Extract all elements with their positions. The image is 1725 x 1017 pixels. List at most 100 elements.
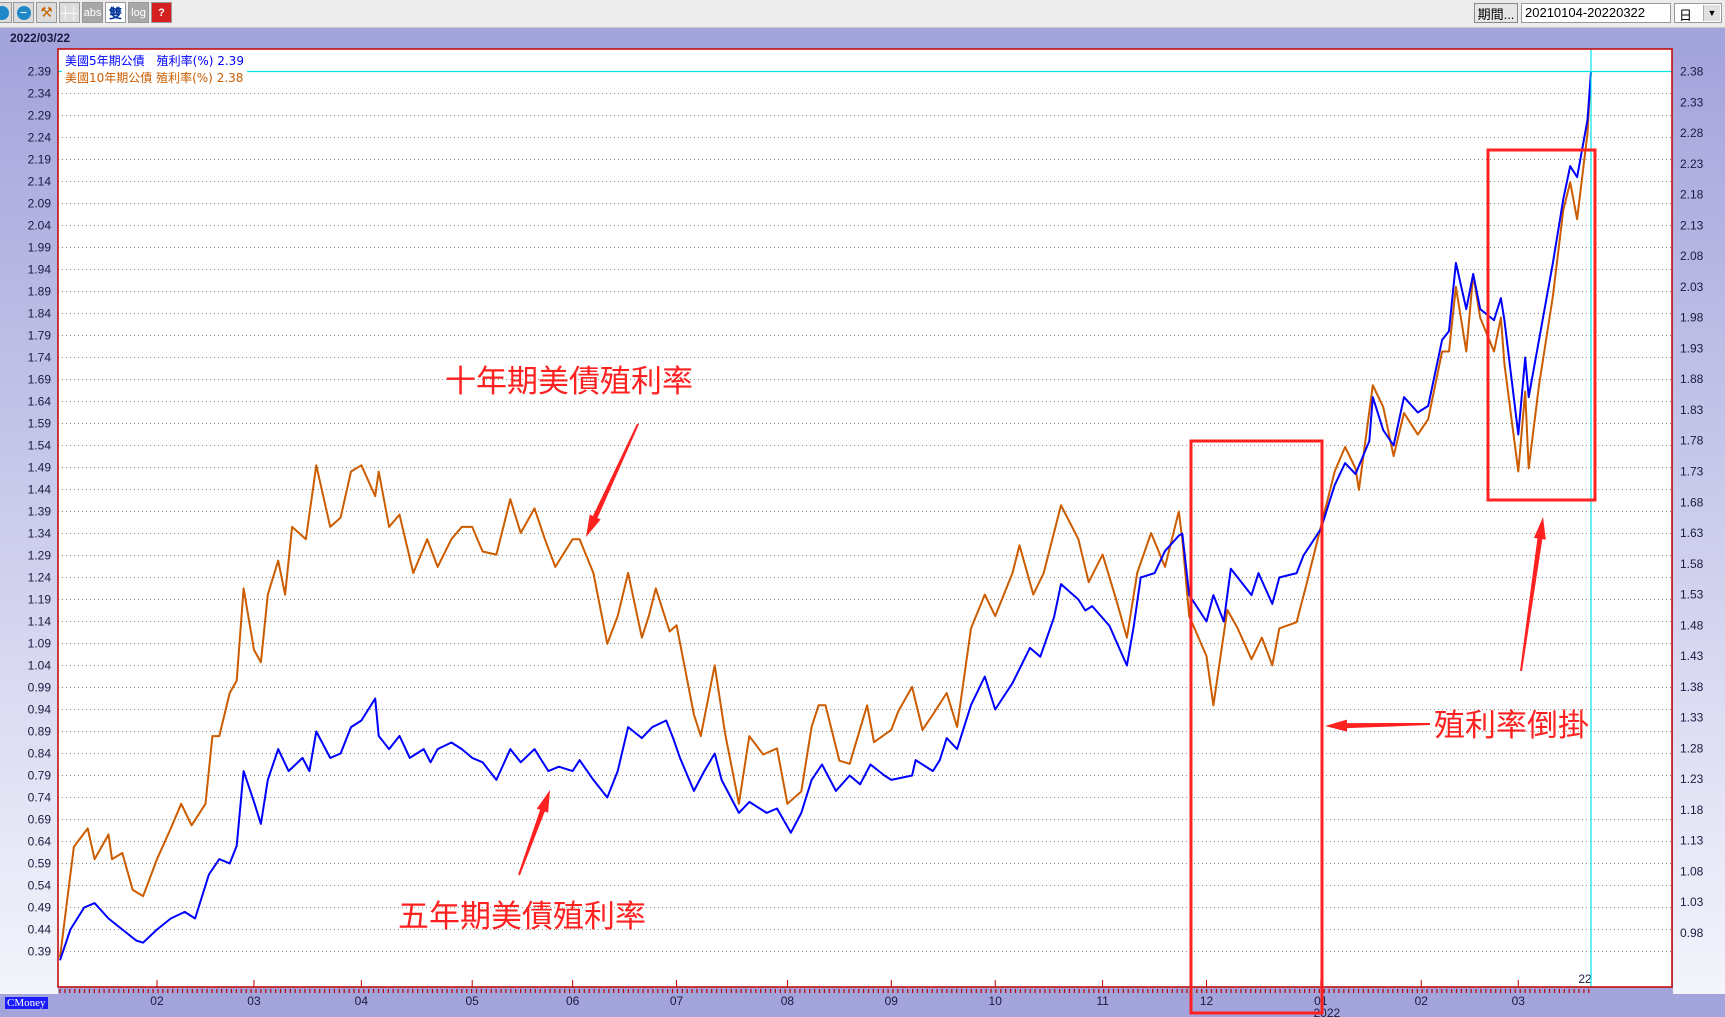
candlestick-icon: ┼┼ [60, 5, 78, 20]
left-axis-tick-label: 0.79 [28, 769, 52, 783]
arrow-icon [1520, 517, 1546, 672]
legend-name: 美國10年期公債 殖利率(%) [65, 71, 213, 85]
left-axis-tick-label: 1.59 [28, 417, 52, 431]
zoom-in-icon [0, 5, 9, 20]
series-lines [59, 71, 1592, 961]
left-axis-panel [0, 49, 58, 994]
unit-select[interactable]: 日 ▼ [1674, 3, 1722, 23]
highlight-box-december [1189, 439, 1324, 1015]
candlestick-button[interactable]: ┼┼ [59, 2, 80, 23]
abs-label: abs [83, 6, 102, 19]
left-axis-tick-label: 0.94 [28, 703, 52, 717]
left-axis-tick-label: 1.74 [28, 351, 52, 365]
x-end-label: 22 [1578, 972, 1592, 986]
unit-select-value: 日 [1679, 8, 1693, 23]
legend-name: 美國5年期公債 殖利率(%) [65, 54, 214, 68]
zoom-in-button[interactable] [0, 2, 12, 23]
period-button[interactable]: 期間... [1474, 3, 1518, 23]
x-tick-label: 03 [1512, 994, 1526, 1008]
left-axis-tick-label: 0.99 [28, 681, 52, 695]
left-axis-tick-label: 0.84 [28, 747, 52, 761]
x-tick-label: 12 [1200, 994, 1214, 1008]
left-axis-tick-label: 2.34 [28, 87, 52, 101]
left-axis-tick-label: 0.74 [28, 791, 52, 805]
right-axis-tick-label: 1.58 [1680, 557, 1704, 571]
left-axis-tick-label: 0.49 [28, 901, 52, 915]
left-axis-tick-label: 2.09 [28, 197, 52, 211]
arrow-to-march-box [1520, 517, 1546, 672]
left-axis-tick-label: 1.54 [28, 439, 52, 453]
help-button[interactable]: ? [151, 2, 172, 23]
right-axis-tick-label: 1.23 [1680, 772, 1704, 786]
series-line-5y [59, 71, 1592, 961]
arrow-to-december-box [1325, 719, 1431, 732]
right-axis-tick-label: 2.38 [1680, 65, 1704, 79]
log-label: log [131, 6, 146, 19]
dual-axis-label: 雙 [108, 6, 122, 21]
log-button[interactable]: log [128, 2, 149, 23]
x-tick-label: 05 [466, 994, 480, 1008]
x-tick-label: 10 [989, 994, 1003, 1008]
left-axis-tick-label: 0.44 [28, 923, 52, 937]
right-axis-tick-label: 1.13 [1680, 834, 1704, 848]
arrow-to-10y [586, 423, 639, 537]
abs-button[interactable]: abs [82, 2, 103, 23]
right-axis-tick-label: 1.18 [1680, 803, 1704, 817]
hammer-button[interactable]: ⚒ [36, 2, 57, 23]
x-tick-label: 06 [566, 994, 580, 1008]
chevron-down-icon[interactable]: ▼ [1703, 5, 1720, 21]
left-axis-tick-label: 2.19 [28, 153, 52, 167]
annotation-ten-year: 十年期美債殖利率 [445, 364, 693, 400]
help-book-icon: ? [158, 6, 165, 19]
right-axis-tick-label: 1.38 [1680, 680, 1704, 694]
zoom-out-icon: − [16, 5, 31, 20]
left-axis-tick-label: 1.69 [28, 373, 52, 387]
left-axis-tick-label: 0.39 [28, 945, 52, 959]
left-axis-tick-label: 1.09 [28, 637, 52, 651]
left-axis-tick-label: 2.04 [28, 219, 52, 233]
left-axis-tick-label: 2.24 [28, 131, 52, 145]
right-axis-panel [1673, 49, 1725, 994]
right-axis-tick-label: 2.03 [1680, 280, 1704, 294]
left-axis-tick-label: 1.89 [28, 285, 52, 299]
arrow-to-5y [518, 790, 550, 876]
x-year-label: 2022 [1313, 1006, 1340, 1017]
left-axis-tick-label: 1.29 [28, 549, 52, 563]
right-axis-tick-label: 1.83 [1680, 403, 1704, 417]
left-axis-tick-label: 1.84 [28, 307, 52, 321]
right-axis-tick-label: 1.98 [1680, 311, 1704, 325]
left-axis-tick-label: 0.89 [28, 725, 52, 739]
x-tick-label: 02 [150, 994, 164, 1008]
x-tick-label: 07 [670, 994, 684, 1008]
left-axis-tick-label: 1.14 [28, 615, 52, 629]
left-axis-tick-label: 2.29 [28, 109, 52, 123]
crosshair [58, 49, 1672, 987]
right-axis-tick-label: 1.63 [1680, 526, 1704, 540]
zoom-out-button[interactable]: − [13, 2, 34, 23]
right-axis-tick-label: 1.08 [1680, 864, 1704, 878]
left-axis-tick-label: 1.64 [28, 395, 52, 409]
legend-value: 2.39 [217, 54, 244, 68]
right-axis-labels: 2.38 2.33 2.28 2.23 2.18 2.13 2.08 2.03 1.98 1.93… [1680, 65, 1704, 941]
annotation-inversion: 殖利率倒掛 [1434, 708, 1589, 744]
left-axis-tick-label: 0.59 [28, 857, 52, 871]
left-axis-tick-label: 1.04 [28, 659, 52, 673]
plot-border [57, 48, 1673, 988]
period-input[interactable]: 20210104-20220322 [1521, 3, 1671, 23]
left-axis-tick-label: 1.44 [28, 483, 52, 497]
legend-item-10y: 美國10年期公債 殖利率(%) 2.38 [65, 70, 244, 87]
left-axis-labels: 2.39 2.34 2.29 2.24 2.19 2.14 2.09 2.04 1.99 1.94… [28, 65, 52, 959]
arrow-icon [1325, 719, 1431, 732]
left-axis-tick-label: 1.39 [28, 505, 52, 519]
series-line-10y [59, 71, 1592, 958]
right-axis-tick-label: 2.28 [1680, 126, 1704, 140]
left-axis-tick-label: 1.19 [28, 593, 52, 607]
right-axis-tick-label: 2.13 [1680, 218, 1704, 232]
dual-axis-button[interactable]: 雙 [105, 2, 126, 23]
annotations [518, 148, 1597, 1015]
right-axis-tick-label: 1.28 [1680, 741, 1704, 755]
x-tick-label: 04 [355, 994, 369, 1008]
x-tick-label: 09 [885, 994, 899, 1008]
left-axis-tick-label: 1.49 [28, 461, 52, 475]
right-axis-tick-label: 1.33 [1680, 711, 1704, 725]
